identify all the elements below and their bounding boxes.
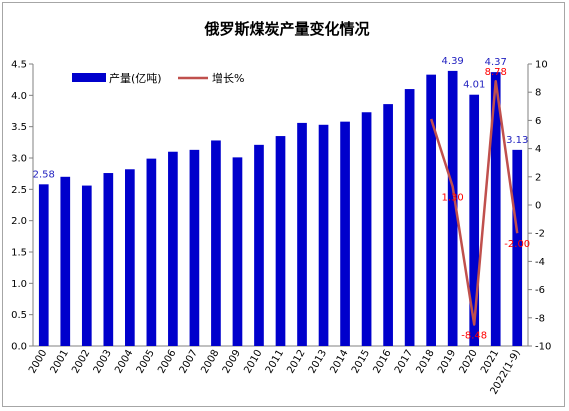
left-tick-label: 3.5 [11,122,27,133]
bar [340,121,350,346]
right-tick-label: 10 [535,60,548,71]
left-tick-label: 1.0 [11,279,27,290]
bar [38,184,49,346]
bar [318,124,329,346]
legend-bar-swatch [72,73,106,82]
right-tick-label: -8 [535,313,545,324]
right-tick-label: 2 [535,172,541,183]
bar [404,89,415,347]
x-tick-label: 2007 [178,348,200,376]
plot-area: 0.00.51.01.52.02.53.03.54.04.5-10-8-6-4-… [11,56,551,397]
right-tick-label: -4 [535,257,545,268]
bar [189,149,200,346]
chart-title: 俄罗斯煤炭产量变化情况 [203,20,369,38]
line-data-label: -8.48 [461,331,487,342]
x-tick-label: 2011 [264,348,286,376]
right-tick-label: 6 [535,116,541,127]
x-tick-label: 2013 [307,348,329,376]
left-tick-label: 2.5 [11,185,27,196]
left-tick-label: 2.0 [11,216,27,227]
left-tick-label: 0.0 [11,342,27,353]
line-data-label: 1.30 [442,193,464,204]
x-tick-label: 2009 [221,348,243,376]
legend: 产量(亿吨) 增长% [72,71,244,85]
x-tick-label: 2006 [156,348,178,376]
bar [254,144,264,346]
bar-data-label: 2.58 [33,169,55,180]
left-tick-label: 1.5 [11,248,27,259]
bar [146,158,157,346]
bar [125,169,135,346]
right-tick-label: -2 [535,229,545,240]
x-tick-label: 2001 [49,348,71,376]
bar [469,94,480,346]
growth-line [429,79,519,326]
bar [168,151,178,346]
x-tick-label: 2019 [436,348,458,376]
bar [447,70,458,346]
left-tick-label: 0.5 [11,310,27,321]
x-tick-label: 2016 [371,348,393,376]
line-data-label: 8.78 [485,67,507,78]
x-tick-label: 2008 [199,348,221,376]
x-tick-label: 2014 [328,348,350,376]
right-tick-label: 4 [535,144,541,155]
right-tick-label: -6 [535,285,545,296]
x-tick-label: 2003 [92,348,114,376]
left-tick-label: 3.0 [11,154,27,165]
x-tick-label: 2021 [479,348,501,376]
left-tick-label: 4.0 [11,91,27,102]
bar [60,176,71,346]
bar [361,112,372,347]
line-data-label: -2.00 [504,239,530,250]
x-tick-label: 2000 [27,348,49,376]
x-tick-label: 2017 [393,348,415,376]
bar [512,149,523,346]
bar [426,74,436,347]
right-tick-label: 8 [535,88,541,99]
bar [383,104,393,347]
x-tick-label: 2015 [350,348,372,376]
x-tick-label: 2012 [285,348,307,376]
bar [275,136,286,346]
right-tick-label: -10 [535,342,551,353]
x-tick-label: 2004 [113,348,135,376]
left-tick-label: 4.5 [11,60,27,71]
bar [490,72,501,346]
bar [297,122,307,346]
right-tick-label: 0 [535,201,541,212]
x-tick-label: 2005 [135,348,157,376]
bar [103,173,114,346]
x-tick-label: 2002 [70,348,92,376]
bar-data-label: 4.01 [463,80,485,91]
bar-data-label: 3.13 [506,135,528,146]
bar-data-label: 4.39 [442,56,464,67]
legend-line-label: 增长% [212,71,244,85]
legend-bar-label: 产量(亿吨) [109,71,162,85]
x-tick-label: 2018 [414,348,436,376]
x-tick-label: 2010 [242,348,264,376]
bar-data-label: 4.37 [485,57,507,68]
x-tick-label: 2020 [458,348,480,376]
bar [81,185,92,346]
bar [211,140,221,346]
bar [232,157,243,346]
